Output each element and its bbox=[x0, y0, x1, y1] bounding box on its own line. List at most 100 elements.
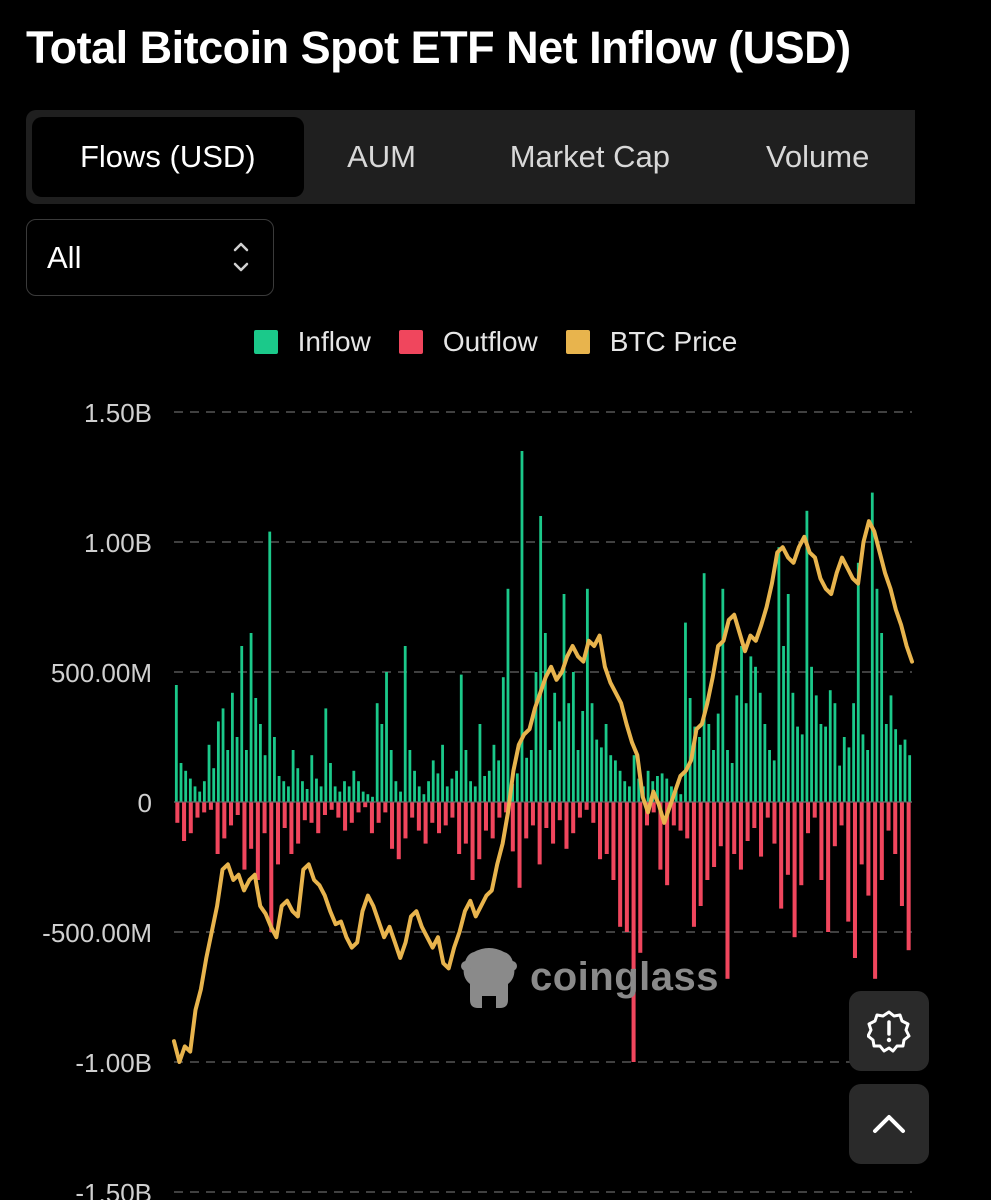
tab-aum[interactable]: AUM bbox=[347, 139, 416, 174]
outflow-bar bbox=[275, 802, 281, 865]
y-tick-label: 500.00M bbox=[51, 658, 152, 688]
inflow-bar bbox=[361, 791, 365, 802]
outflow-bar bbox=[745, 802, 750, 841]
inflow-bar bbox=[786, 594, 790, 802]
y-tick-label: 1.00B bbox=[84, 528, 152, 558]
chevron-up-icon bbox=[873, 1115, 905, 1133]
inflow-bar bbox=[483, 776, 487, 802]
outflow-bar bbox=[195, 802, 200, 818]
outflow-bar bbox=[806, 802, 811, 834]
inflow-bar bbox=[599, 747, 603, 802]
legend-inflow[interactable]: Inflow bbox=[253, 326, 371, 358]
inflow-bar bbox=[768, 750, 771, 802]
inflow-bar bbox=[291, 750, 295, 802]
inflow-bar bbox=[707, 724, 711, 802]
outflow-bar bbox=[839, 802, 844, 826]
outflow-bar bbox=[410, 802, 415, 818]
outflow-bar bbox=[376, 802, 381, 823]
tab-volume[interactable]: Volume bbox=[765, 139, 870, 174]
outflow-bar bbox=[611, 802, 616, 880]
legend-btc-price-label: BTC Price bbox=[609, 326, 738, 357]
inflow-bar bbox=[520, 451, 524, 802]
etf-filter-select[interactable]: All bbox=[26, 219, 274, 296]
y-tick-label: 1.50B bbox=[84, 398, 152, 428]
inflow-bar bbox=[604, 724, 608, 802]
outflow-bar bbox=[544, 802, 549, 828]
outflow-bar bbox=[886, 802, 891, 831]
inflow-bar bbox=[240, 646, 244, 802]
inflow-bar bbox=[632, 755, 636, 802]
inflow-bar bbox=[226, 750, 230, 802]
outflow-bar bbox=[765, 802, 770, 818]
outflow-bar bbox=[718, 802, 723, 847]
outflow-bar bbox=[343, 802, 348, 831]
outflow-bar bbox=[879, 802, 884, 880]
inflow-bar bbox=[796, 726, 799, 802]
outflow-bar bbox=[752, 802, 757, 828]
outflow-bar bbox=[215, 802, 220, 854]
inflow-bar bbox=[375, 703, 379, 802]
outflow-bar bbox=[349, 802, 354, 823]
inflow-bar bbox=[744, 703, 748, 802]
inflow-bar bbox=[740, 646, 743, 802]
inflow-bar bbox=[777, 547, 781, 802]
outflow-bar bbox=[309, 802, 314, 823]
legend-btc-price-swatch bbox=[565, 330, 590, 354]
inflow-bar bbox=[174, 685, 178, 802]
outflow-bar bbox=[779, 802, 784, 909]
inflow-bar bbox=[805, 510, 809, 802]
inflow-bar bbox=[352, 770, 356, 802]
outflow-bar bbox=[906, 802, 911, 951]
tab-flows[interactable]: Flows (USD) bbox=[32, 117, 304, 197]
outflow-bar bbox=[792, 802, 797, 938]
page-title: Total Bitcoin Spot ETF Net Inflow (USD) bbox=[26, 22, 851, 73]
inflow-bar bbox=[305, 789, 309, 802]
inflow-bar bbox=[287, 786, 290, 802]
report-button[interactable] bbox=[849, 991, 929, 1071]
inflow-bar bbox=[571, 672, 575, 802]
outflow-bar bbox=[329, 802, 334, 810]
inflow-bar bbox=[838, 765, 841, 802]
legend-btc-price[interactable]: BTC Price bbox=[565, 326, 738, 358]
inflow-bar bbox=[674, 790, 678, 802]
inflow-bar bbox=[329, 763, 332, 802]
tab-market-cap[interactable]: Market Cap bbox=[509, 139, 670, 174]
outflow-bar bbox=[624, 802, 629, 932]
inflow-bar bbox=[693, 726, 697, 802]
outflow-bar bbox=[631, 802, 636, 1062]
inflow-bar bbox=[497, 760, 501, 802]
inflow-bar bbox=[548, 750, 552, 802]
outflow-bar bbox=[437, 802, 442, 834]
inflow-bar bbox=[534, 672, 538, 802]
inflow-bar bbox=[810, 666, 813, 802]
outflow-bar bbox=[396, 802, 401, 860]
inflow-bar bbox=[357, 781, 360, 802]
inflow-bar bbox=[319, 786, 323, 802]
outflow-bar bbox=[504, 802, 509, 813]
outflow-bar bbox=[899, 802, 904, 906]
inflow-bar bbox=[758, 692, 762, 802]
inflow-bar bbox=[333, 786, 337, 802]
etf-filter-value: All bbox=[47, 239, 82, 275]
inflow-bar bbox=[866, 750, 870, 802]
outflow-bar bbox=[363, 802, 368, 808]
outflow-bar bbox=[604, 802, 609, 854]
outflow-bar bbox=[222, 802, 227, 839]
outflow-bar bbox=[182, 802, 187, 841]
outflow-bar bbox=[470, 802, 475, 880]
inflow-bar bbox=[567, 703, 571, 802]
inflow-bar bbox=[343, 781, 346, 802]
scroll-top-button[interactable] bbox=[849, 1084, 929, 1164]
outflow-bar bbox=[826, 802, 831, 932]
inflow-bar bbox=[730, 763, 734, 802]
outflow-bar bbox=[235, 802, 240, 815]
inflow-bar bbox=[221, 708, 225, 802]
legend-outflow[interactable]: Outflow bbox=[398, 326, 538, 358]
inflow-bar bbox=[562, 594, 566, 802]
outflow-bar bbox=[517, 802, 522, 888]
outflow-bar bbox=[893, 802, 898, 854]
inflow-bar bbox=[763, 724, 767, 802]
inflow-bar bbox=[557, 721, 561, 802]
outflow-bar bbox=[577, 802, 582, 818]
inflow-bar bbox=[628, 786, 631, 802]
